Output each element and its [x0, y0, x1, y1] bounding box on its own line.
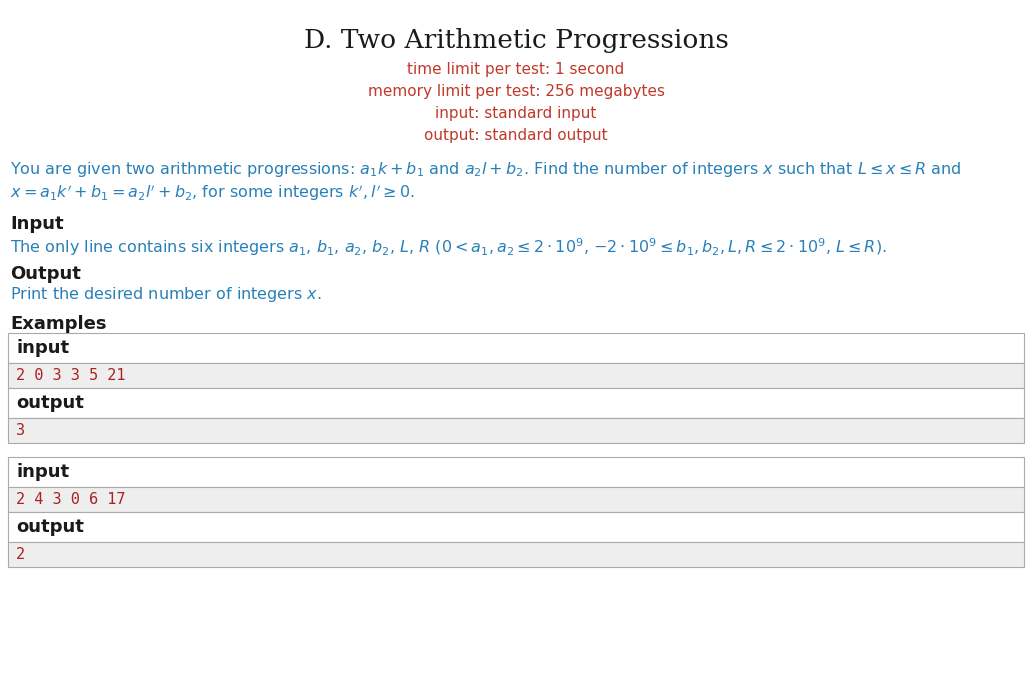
Bar	[8, 457, 1024, 487]
Bar	[8, 363, 1024, 388]
Bar	[8, 333, 1024, 363]
Text: time limit per test: 1 second: time limit per test: 1 second	[408, 62, 624, 77]
Text: 2: 2	[17, 547, 25, 562]
Text: Print the desired number of integers $x$.: Print the desired number of integers $x$…	[10, 285, 322, 304]
Text: 3: 3	[17, 423, 25, 438]
Bar	[8, 418, 1024, 443]
Text: memory limit per test: 256 megabytes: memory limit per test: 256 megabytes	[367, 84, 665, 99]
Text: D. Two Arithmetic Progressions: D. Two Arithmetic Progressions	[303, 28, 729, 53]
Text: output: standard output: output: standard output	[424, 128, 608, 143]
Text: input: input	[17, 339, 69, 357]
Text: You are given two arithmetic progressions: $a_1k+b_1$ and $a_2l+b_2$. Find the n: You are given two arithmetic progression…	[10, 160, 962, 179]
Bar	[8, 542, 1024, 567]
Bar	[8, 512, 1024, 542]
Text: output: output	[17, 394, 84, 412]
Text: The only line contains six integers $a_1$, $b_1$, $a_2$, $b_2$, $L$, $R$ $(0<a_1: The only line contains six integers $a_1…	[10, 236, 886, 258]
Bar	[8, 388, 1024, 418]
Text: 2 4 3 0 6 17: 2 4 3 0 6 17	[17, 492, 126, 507]
Text: $x=a_1k'+b_1=a_2l'+b_2$, for some integers $k', l'\geq 0$.: $x=a_1k'+b_1=a_2l'+b_2$, for some intege…	[10, 183, 415, 203]
Bar	[8, 487, 1024, 512]
Text: output: output	[17, 518, 84, 536]
Text: Examples: Examples	[10, 315, 106, 333]
Text: input: standard input: input: standard input	[436, 106, 596, 121]
Text: Output: Output	[10, 265, 80, 283]
Text: Input: Input	[10, 215, 64, 233]
Text: 2 0 3 3 5 21: 2 0 3 3 5 21	[17, 368, 126, 383]
Text: input: input	[17, 463, 69, 481]
